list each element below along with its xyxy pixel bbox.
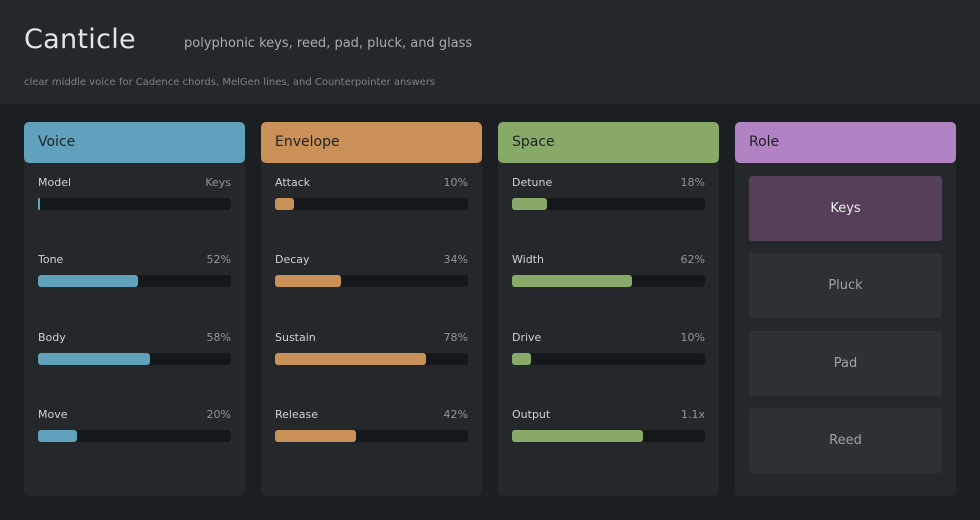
- detune-param: Detune 18%: [512, 176, 705, 216]
- move-value: 20%: [206, 408, 231, 421]
- drive-value: 10%: [680, 331, 705, 344]
- move-param: Move 20%: [38, 408, 231, 448]
- sustain-slider-fill: [275, 353, 426, 365]
- attack-slider[interactable]: [275, 198, 468, 210]
- model-label: Model: [38, 176, 72, 189]
- space-panel-header: Space: [498, 122, 719, 163]
- drive-slider-fill: [512, 353, 531, 365]
- space-panel: Space Detune 18% Width 62% Drive 10% Out…: [498, 122, 719, 496]
- output-slider[interactable]: [512, 430, 705, 442]
- body-param: Body 58%: [38, 331, 231, 371]
- width-label: Width: [512, 253, 544, 266]
- voice-panel-header: Voice: [24, 122, 245, 163]
- app-title: Canticle: [24, 24, 136, 55]
- width-slider[interactable]: [512, 275, 705, 287]
- model-slider-fill: [38, 198, 40, 210]
- tone-label: Tone: [38, 253, 64, 266]
- tone-value: 52%: [206, 253, 231, 266]
- sustain-label: Sustain: [275, 331, 316, 344]
- body-slider[interactable]: [38, 353, 231, 365]
- envelope-panel: Envelope Attack 10% Decay 34% Sustain 78…: [261, 122, 482, 496]
- body-slider-fill: [38, 353, 150, 365]
- tone-param: Tone 52%: [38, 253, 231, 293]
- role-panel-header: Role: [735, 122, 956, 163]
- model-slider[interactable]: [38, 198, 231, 210]
- detune-slider[interactable]: [512, 198, 705, 210]
- role-panel: Role Keys Pluck Pad Reed: [735, 122, 956, 496]
- attack-slider-fill: [275, 198, 294, 210]
- drive-slider[interactable]: [512, 353, 705, 365]
- width-slider-fill: [512, 275, 632, 287]
- attack-value: 10%: [443, 176, 468, 189]
- sustain-value: 78%: [443, 331, 468, 344]
- role-pluck-button[interactable]: Pluck: [749, 253, 942, 318]
- attack-label: Attack: [275, 176, 311, 189]
- detune-slider-fill: [512, 198, 547, 210]
- model-value: Keys: [205, 176, 231, 189]
- header: Canticle polyphonic keys, reed, pad, plu…: [0, 0, 980, 104]
- decay-slider-fill: [275, 275, 341, 287]
- decay-label: Decay: [275, 253, 310, 266]
- tone-slider[interactable]: [38, 275, 231, 287]
- voice-panel-title: Voice: [38, 134, 76, 150]
- decay-slider[interactable]: [275, 275, 468, 287]
- decay-value: 34%: [443, 253, 468, 266]
- detune-value: 18%: [680, 176, 705, 189]
- body-value: 58%: [206, 331, 231, 344]
- role-keys-button[interactable]: Keys: [749, 176, 942, 241]
- body-label: Body: [38, 331, 66, 344]
- width-param: Width 62%: [512, 253, 705, 293]
- envelope-panel-title: Envelope: [275, 134, 340, 150]
- role-reed-button[interactable]: Reed: [749, 408, 942, 473]
- output-param: Output 1.1x: [512, 408, 705, 448]
- release-slider-fill: [275, 430, 356, 442]
- drive-label: Drive: [512, 331, 542, 344]
- release-value: 42%: [443, 408, 468, 421]
- app-subtitle: polyphonic keys, reed, pad, pluck, and g…: [184, 36, 473, 51]
- release-label: Release: [275, 408, 318, 421]
- voice-panel: Voice Model Keys Tone 52% Body 58% Move …: [24, 122, 245, 496]
- tone-slider-fill: [38, 275, 138, 287]
- sustain-slider[interactable]: [275, 353, 468, 365]
- decay-param: Decay 34%: [275, 253, 468, 293]
- detune-label: Detune: [512, 176, 553, 189]
- sustain-param: Sustain 78%: [275, 331, 468, 371]
- app-caption: clear middle voice for Cadence chords, M…: [24, 77, 436, 88]
- attack-param: Attack 10%: [275, 176, 468, 216]
- move-slider-fill: [38, 430, 77, 442]
- space-panel-title: Space: [512, 134, 555, 150]
- output-label: Output: [512, 408, 551, 421]
- output-value: 1.1x: [680, 408, 705, 421]
- output-slider-fill: [512, 430, 643, 442]
- model-param: Model Keys: [38, 176, 231, 216]
- drive-param: Drive 10%: [512, 331, 705, 371]
- role-pad-button[interactable]: Pad: [749, 331, 942, 396]
- move-label: Move: [38, 408, 68, 421]
- move-slider[interactable]: [38, 430, 231, 442]
- role-panel-title: Role: [749, 134, 780, 150]
- release-slider[interactable]: [275, 430, 468, 442]
- release-param: Release 42%: [275, 408, 468, 448]
- envelope-panel-header: Envelope: [261, 122, 482, 163]
- width-value: 62%: [680, 253, 705, 266]
